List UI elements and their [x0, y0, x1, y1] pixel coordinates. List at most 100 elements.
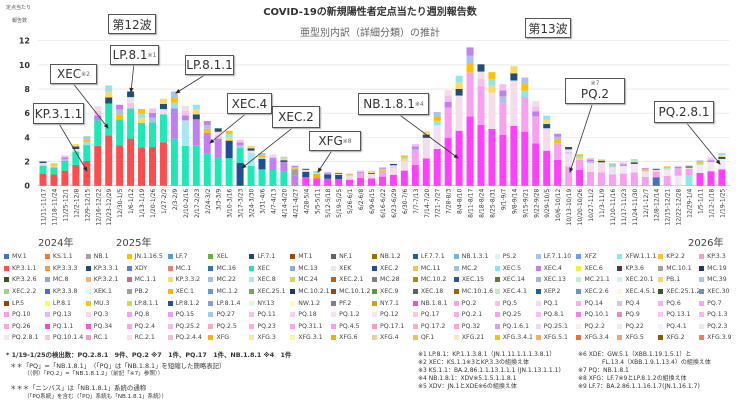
bar-segment: [641, 171, 649, 177]
legend-swatch: [494, 265, 500, 271]
legend-swatch: [44, 335, 50, 341]
bar-segment: [203, 153, 211, 186]
legend-swatch: [372, 254, 378, 260]
legend-swatch: [535, 323, 541, 329]
bar-segment: [652, 170, 660, 172]
legend-swatch: [453, 323, 459, 329]
bar-segment: [127, 108, 135, 139]
legend-item: PQ.1: [535, 297, 577, 309]
bar-stack: [291, 165, 299, 186]
annotation-text: KP.3.1.1: [34, 106, 83, 121]
x-tick-label: 12/2-12/8: [73, 189, 80, 218]
legend-label: XEC.9: [380, 288, 399, 296]
x-tick-label: 12/8-12/14: [654, 189, 661, 222]
legend-label: MC.11: [420, 264, 441, 272]
legend-swatch: [658, 277, 664, 283]
legend-label: PQ.10.1: [584, 311, 609, 319]
annotation-arrow: [241, 125, 296, 169]
legend-item: XEK.1: [85, 286, 127, 298]
legend-item: PQ.32: [453, 321, 495, 333]
bar-segment: [94, 105, 102, 111]
legend-swatch: [85, 277, 91, 283]
legend-item: PQ.15: [167, 309, 209, 321]
bar-segment: [455, 75, 463, 83]
bar-segment: [39, 165, 47, 174]
legend-item: MC.2: [453, 263, 495, 275]
bar-segment: [488, 85, 496, 93]
bar-segment: [50, 174, 58, 186]
bar-segment: [597, 172, 605, 186]
legend-item: PQ.17.1: [372, 321, 413, 333]
legend-swatch: [249, 277, 255, 283]
legend-label: XEC.18: [420, 288, 444, 296]
legend-item: MC.21.1: [576, 274, 617, 286]
bar-segment: [411, 164, 419, 186]
bar-segment: [444, 95, 452, 102]
legend-item: PQ.4.1: [658, 321, 699, 333]
bar-segment: [378, 170, 386, 177]
legend-swatch: [85, 289, 91, 295]
legend-item: PQ.10: [4, 309, 45, 321]
bar-segment: [685, 175, 693, 186]
bar-segment: [565, 154, 573, 167]
legend-item: PQ.1.3: [699, 309, 740, 321]
legend-item: MC.10.2: [412, 274, 454, 286]
legend-label: PQ.26: [12, 322, 31, 330]
legend-swatch: [249, 289, 255, 295]
bar-stack: [400, 155, 408, 186]
legend-swatch: [372, 323, 378, 329]
bar-stack: [488, 72, 496, 186]
bar-segment: [83, 145, 91, 161]
legend-swatch: [331, 254, 337, 260]
bar-segment: [576, 154, 584, 157]
bar-segment: [619, 165, 627, 174]
legend-item: PQ.2.5: [208, 321, 249, 333]
bar-segment: [696, 160, 704, 162]
x-tick-label: 4/14-4/20: [281, 189, 288, 218]
bar-stack: [72, 144, 80, 186]
legend-swatch: [126, 300, 132, 306]
legend-item: MC.1: [167, 263, 209, 275]
legend-swatch: [372, 312, 378, 318]
bar-segment: [170, 108, 178, 139]
annotation-lp-8-1: LP.8.1 ※1: [110, 45, 159, 65]
bar-segment: [83, 160, 91, 186]
annotation-text: LP.8.1.1: [186, 58, 233, 72]
legend-swatch: [412, 312, 418, 318]
legend-label: MC.8: [52, 276, 69, 284]
bar-segment: [291, 169, 299, 176]
bar-segment: [291, 175, 299, 186]
legend-item: MC.10.1: [658, 263, 699, 275]
legend-item: XEC.4: [535, 263, 577, 275]
legend-swatch: [535, 335, 541, 341]
arrow-head: [453, 153, 459, 159]
x-tick-label: 10/20-10/26: [577, 189, 584, 226]
bar-stack: [247, 145, 255, 186]
bar-segment: [718, 156, 726, 159]
bar-segment: [247, 150, 255, 154]
legend-label: XFG.3.4: [584, 334, 609, 342]
bar-stack: [225, 130, 233, 186]
legend-item: MC.1.2: [208, 286, 249, 298]
bar-segment: [72, 149, 80, 152]
x-tick-label: 7/28-8/3: [446, 189, 453, 214]
annotation-arrow: [57, 121, 88, 172]
legend-swatch: [331, 289, 337, 295]
legend-item: MC.28: [372, 274, 413, 286]
bar-segment: [466, 116, 474, 186]
bar-segment: [159, 103, 167, 110]
legend-label: PQ.1: [543, 299, 559, 307]
y-tick-label: 10: [19, 61, 31, 70]
bar-segment: [444, 107, 452, 138]
legend-item: XEC.4.5.1: [617, 286, 658, 298]
bar-segment: [543, 150, 551, 186]
bar-segment: [225, 140, 233, 159]
legend-label: PQ.9: [625, 311, 640, 319]
x-tick-label: 2/24-3/2: [205, 189, 212, 214]
legend-label: PQ.31.1: [298, 322, 323, 330]
x-tick-label: 12/23-12/29: [106, 189, 113, 226]
bar-segment: [663, 169, 671, 177]
bar-segment: [258, 155, 266, 157]
bar-segment: [532, 101, 540, 107]
legend-item: PQ.11: [249, 309, 290, 321]
